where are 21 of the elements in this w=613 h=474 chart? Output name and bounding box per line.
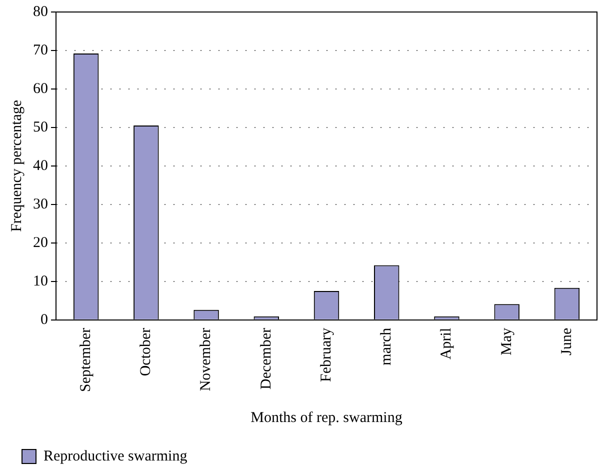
x-tick-label: June — [558, 328, 575, 356]
x-tick-label: December — [258, 328, 274, 390]
x-tick-label: April — [438, 328, 455, 360]
x-tick-label: October — [138, 328, 154, 376]
x-tick-label: march — [378, 327, 395, 366]
legend-label: Reproductive swarming — [44, 448, 188, 464]
x-axis-title: Months of rep. swarming — [250, 410, 403, 426]
x-tick-label: September — [78, 328, 94, 392]
x-tick-label: February — [318, 327, 334, 382]
y-tick-label: 70 — [33, 42, 48, 58]
y-tick-label: 60 — [33, 80, 48, 97]
y-axis-title: Frequency percentage — [8, 100, 25, 232]
y-tick-label: 50 — [33, 119, 48, 136]
x-tick-label: May — [498, 327, 515, 356]
y-tick-label: 40 — [33, 158, 48, 174]
y-tick-label: 0 — [40, 312, 48, 328]
y-tick-label: 30 — [33, 196, 48, 212]
y-tick-label: 20 — [33, 234, 48, 251]
y-tick-label: 10 — [33, 273, 48, 290]
y-tick-label: 80 — [33, 4, 48, 20]
x-tick-label: November — [198, 328, 214, 392]
